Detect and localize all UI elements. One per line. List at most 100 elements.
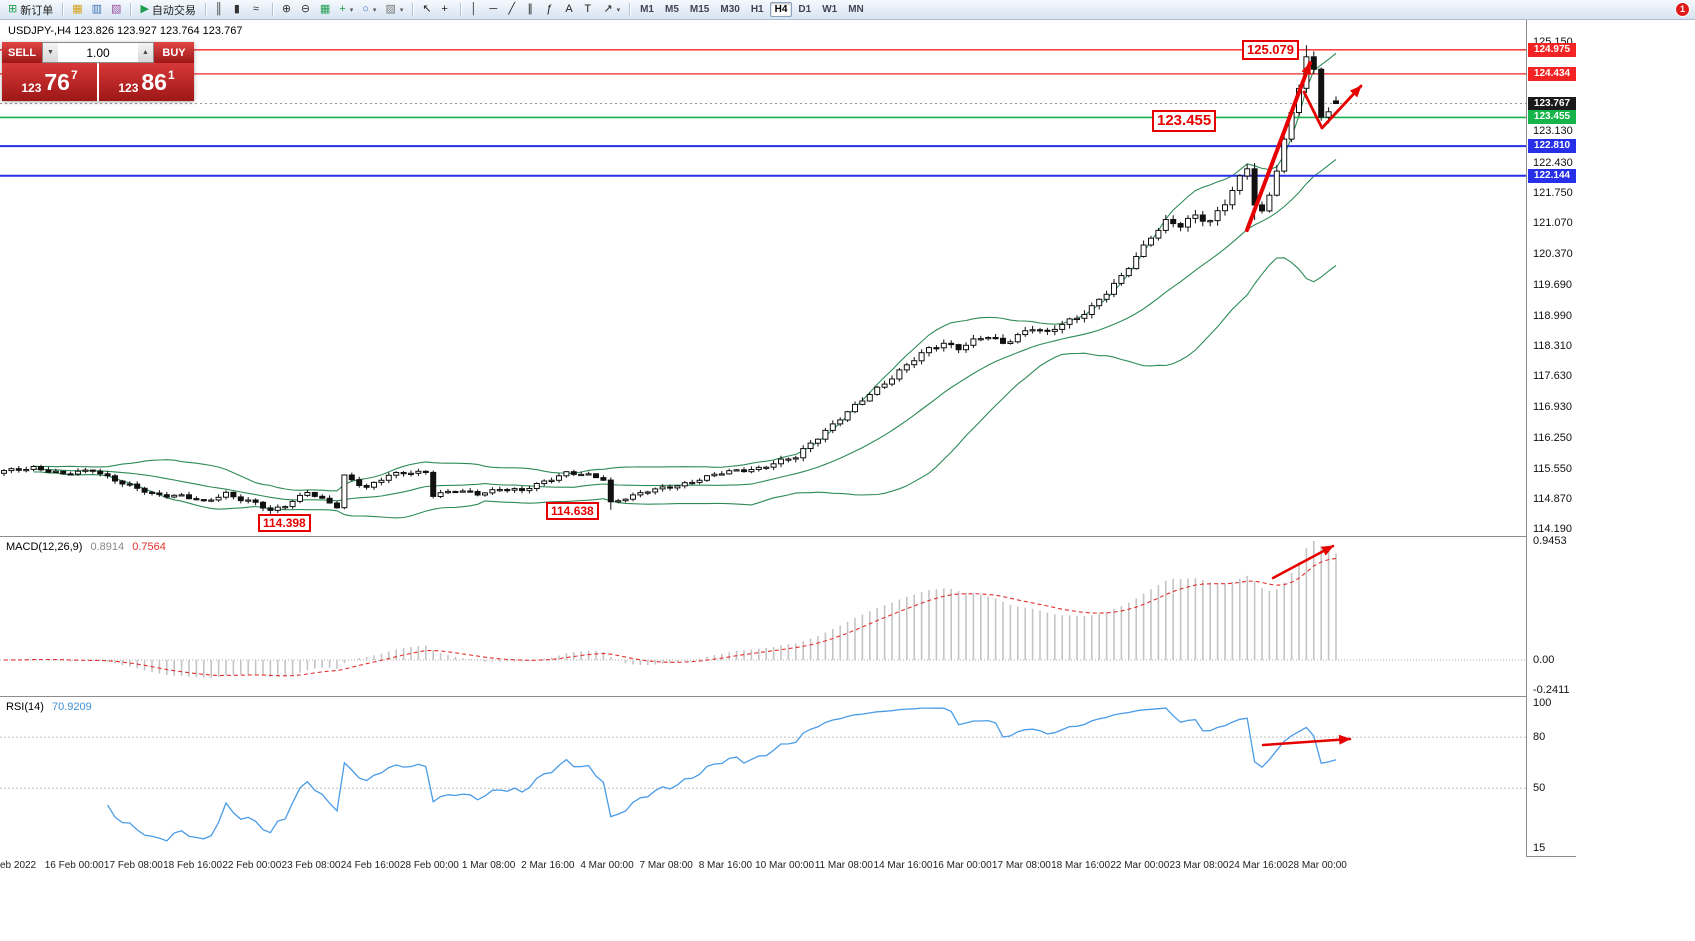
volume-input[interactable] bbox=[58, 43, 138, 62]
price-badge: 124.975 bbox=[1528, 42, 1576, 57]
buy-price-button[interactable]: 123 86 1 bbox=[99, 63, 194, 101]
rsi-scale-label: 15 bbox=[1533, 842, 1546, 854]
macd-indicator-panel[interactable] bbox=[0, 537, 1526, 696]
new-order-button[interactable]: ⊞ 新订单 bbox=[4, 1, 57, 18]
macd-main-value: 0.8914 bbox=[90, 541, 125, 553]
toolbar: ⊞ 新订单 ▦ ▥ ▧ ▶ 自动交易 ║ ▮ ≈ ⊕ ⊖ ▦ + ▾ ○ ▾ ▨ ▾ ↖ + │ ─ ╱ ∥ ƒ A T ↗ ▾ M1 M5 M… bbox=[0, 0, 1695, 20]
volume-control: ▼ ▲ bbox=[42, 42, 154, 63]
time-axis-label: 17 Feb 08:00 bbox=[103, 860, 163, 871]
buy-price-point: 1 bbox=[167, 68, 175, 82]
bollinger-bands bbox=[33, 52, 1337, 519]
macd-scale-label: -0.2411 bbox=[1533, 684, 1570, 696]
timeframe-m1-button[interactable]: M1 bbox=[635, 2, 659, 17]
price-tick-label: 117.630 bbox=[1533, 370, 1572, 383]
fibonacci-button[interactable]: ƒ bbox=[542, 1, 560, 18]
toolbar-separator bbox=[460, 3, 462, 16]
crosshair-button[interactable]: + bbox=[437, 1, 455, 18]
auto-trading-button[interactable]: ▶ 自动交易 bbox=[136, 1, 199, 18]
price-badge: 122.810 bbox=[1528, 139, 1576, 154]
auto-trading-icon: ▶ bbox=[140, 3, 149, 15]
timeframe-m30-button[interactable]: M30 bbox=[715, 2, 744, 17]
main-price-chart[interactable] bbox=[0, 20, 1526, 536]
timeframe-h1-button[interactable]: H1 bbox=[746, 2, 769, 17]
line-chart-button[interactable]: ≈ bbox=[249, 1, 267, 18]
templates-button[interactable]: ▨ ▾ bbox=[381, 1, 407, 18]
timeframe-w1-button[interactable]: W1 bbox=[817, 2, 842, 17]
timeframe-h4-button[interactable]: H4 bbox=[769, 2, 793, 17]
rsi-scale-label: 100 bbox=[1533, 697, 1552, 709]
time-axis-label: Feb 2022 bbox=[0, 860, 37, 871]
new-order-button-label: 新订单 bbox=[20, 4, 54, 17]
price-annotation[interactable]: 114.398 bbox=[258, 514, 311, 533]
dropdown-caret-icon: ▾ bbox=[616, 6, 621, 14]
fibonacci-icon: ƒ bbox=[546, 3, 553, 15]
price-tick-label: 114.190 bbox=[1533, 523, 1572, 536]
timeframe-m5-button[interactable]: M5 bbox=[660, 2, 684, 17]
sell-price-bigfigure: 123 bbox=[21, 81, 42, 95]
label-button[interactable]: T bbox=[580, 1, 598, 18]
price-tick-label: 122.430 bbox=[1533, 156, 1573, 169]
sell-price-button[interactable]: 123 76 7 bbox=[2, 63, 97, 101]
cursor-button[interactable]: ↖ bbox=[418, 1, 436, 18]
rsi-scale-label: 80 bbox=[1533, 731, 1546, 744]
price-tick-label: 118.990 bbox=[1533, 309, 1572, 322]
time-axis-label: 28 Mar 00:00 bbox=[1287, 860, 1347, 871]
trendline-button[interactable]: ╱ bbox=[504, 1, 522, 18]
horizontal-line-button[interactable]: ─ bbox=[485, 1, 503, 18]
chart-symbol-ohlc-label: USDJPY-,H4 123.826 123.927 123.764 123.7… bbox=[8, 25, 243, 37]
price-tick-label: 118.310 bbox=[1533, 339, 1572, 352]
panel-separator[interactable] bbox=[0, 536, 1576, 537]
one-click-trading-panel: SELL ▼ ▲ BUY 123 76 7 123 86 1 bbox=[2, 42, 194, 101]
dropdown-caret-icon: ▾ bbox=[372, 6, 377, 14]
auto-trading-button-label: 自动交易 bbox=[151, 4, 196, 17]
time-axis-label: 18 Mar 16:00 bbox=[1051, 860, 1111, 871]
zoom-in-button[interactable]: ⊕ bbox=[278, 1, 296, 18]
arrows-tool-button[interactable]: ↗ ▾ bbox=[599, 1, 624, 18]
time-axis-label: 23 Mar 08:00 bbox=[1169, 860, 1229, 871]
navigator-button[interactable]: ▧ bbox=[107, 1, 125, 18]
time-axis-label: 24 Feb 16:00 bbox=[340, 860, 400, 871]
price-annotation[interactable]: 123.455 bbox=[1152, 110, 1217, 132]
sell-button[interactable]: SELL bbox=[2, 42, 42, 63]
cursor-icon: ↖ bbox=[422, 3, 432, 15]
candlestick-chart-button[interactable]: ▮ bbox=[230, 1, 248, 18]
timeframe-d1-button[interactable]: D1 bbox=[793, 2, 816, 17]
rsi-indicator-panel[interactable] bbox=[0, 697, 1526, 856]
text-button[interactable]: A bbox=[561, 1, 579, 18]
vertical-line-button[interactable]: │ bbox=[466, 1, 484, 18]
macd-scale-label: 0.00 bbox=[1533, 654, 1555, 666]
buy-button[interactable]: BUY bbox=[154, 42, 194, 63]
timeframe-m15-button[interactable]: M15 bbox=[685, 2, 714, 17]
tile-windows-button[interactable]: ▦ bbox=[316, 1, 334, 18]
price-annotation[interactable]: 125.079 bbox=[1242, 40, 1299, 60]
bar-chart-button[interactable]: ║ bbox=[211, 1, 229, 18]
macd-scale-label: 0.9453 bbox=[1533, 535, 1567, 547]
price-tick-label: 119.690 bbox=[1533, 278, 1572, 291]
timeframe-mn-button[interactable]: MN bbox=[843, 2, 869, 17]
panel-separator[interactable] bbox=[0, 696, 1576, 697]
price-annotation[interactable]: 114.638 bbox=[546, 502, 599, 521]
rsi-scale-label: 50 bbox=[1533, 782, 1546, 795]
volume-decrease-button[interactable]: ▼ bbox=[43, 43, 58, 62]
market-watch-button[interactable]: ▦ bbox=[68, 1, 86, 18]
notification-badge[interactable]: 1 bbox=[1676, 3, 1689, 16]
channel-button[interactable]: ∥ bbox=[523, 1, 541, 18]
indicators-button[interactable]: + ▾ bbox=[335, 1, 357, 18]
indicators-icon: + bbox=[339, 3, 346, 15]
clock-icon: ○ bbox=[362, 3, 369, 15]
time-axis-label: 11 Mar 08:00 bbox=[814, 860, 873, 871]
bar-chart-icon: ║ bbox=[214, 3, 223, 15]
volume-increase-button[interactable]: ▲ bbox=[138, 43, 153, 62]
chart-window[interactable]: USDJPY-,H4 123.826 123.927 123.764 123.7… bbox=[0, 20, 1695, 941]
price-badge: 124.434 bbox=[1528, 66, 1576, 81]
price-axis[interactable]: 125.150 123.130 122.430 121.750 121.070 120.3… bbox=[1526, 20, 1695, 856]
macd-histogram bbox=[10, 541, 1337, 678]
zoom-out-button[interactable]: ⊖ bbox=[297, 1, 315, 18]
time-axis-label: 7 Mar 08:00 bbox=[639, 860, 693, 871]
data-window-button[interactable]: ▥ bbox=[88, 1, 106, 18]
crosshair-icon: + bbox=[441, 3, 448, 15]
periods-button[interactable]: ○ ▾ bbox=[358, 1, 380, 18]
price-badge: 123.455 bbox=[1528, 110, 1576, 125]
